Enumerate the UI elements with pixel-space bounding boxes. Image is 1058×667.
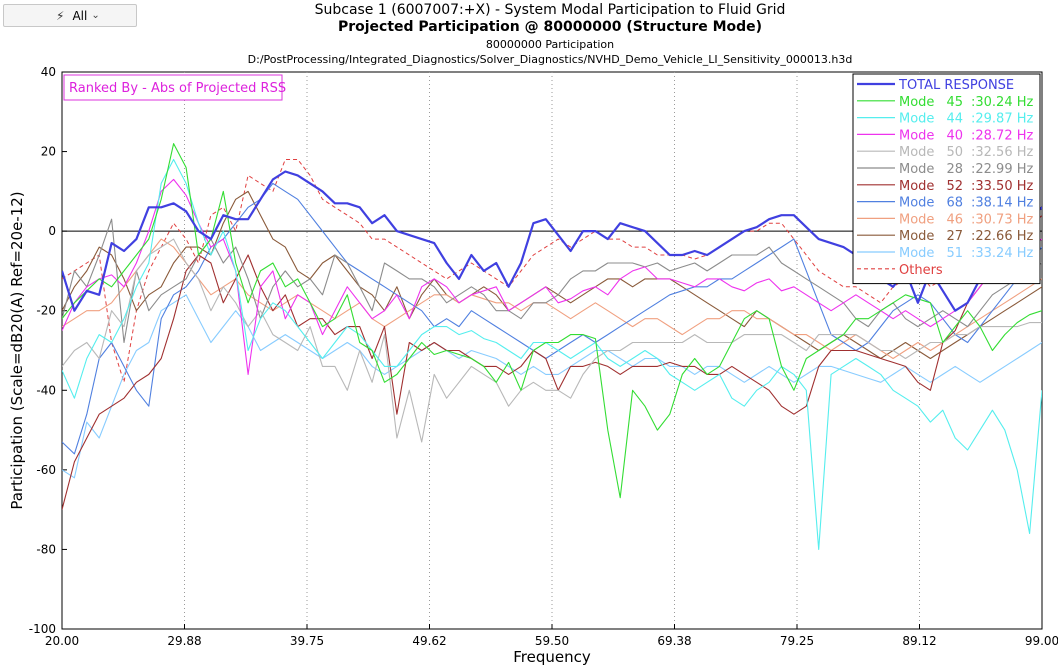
series-line-mode-40 [62,178,1042,375]
x-tick-label: 39.75 [290,634,324,648]
legend-mode-number: 40 [946,128,963,143]
legend-frequency: :33.24 Hz [971,246,1034,261]
legend-frequency: :32.56 Hz [971,145,1034,160]
legend-frequency: :30.73 Hz [971,212,1034,227]
series-line-mode-44 [62,158,1042,550]
legend-frequency: :22.99 Hz [971,162,1034,177]
series-line-others [62,159,1042,383]
legend-frequency: :22.66 Hz [971,229,1034,244]
filter-dropdown[interactable]: ⚡ All ⌄ [3,4,137,27]
series-group [62,143,1042,550]
legend-mode-number: 46 [946,212,963,227]
legend-mode-label: Mode [899,145,934,160]
chart-subtitle-participation: 80000000 Participation [485,38,615,51]
legend-frequency: :28.72 Hz [971,128,1034,143]
legend-mode-label: Mode [899,95,934,110]
chart-subtitle: Projected Participation @ 80000000 (Stru… [337,19,763,35]
chevron-down-icon: ⌄ [91,10,100,21]
y-tick-label: -40 [36,383,56,397]
legend-mode-number: 28 [946,162,963,177]
legend-mode-label: Mode [899,229,934,244]
legend-mode-number: 68 [946,196,963,211]
legend-mode-number: 27 [946,229,963,244]
x-tick-label: 89.12 [902,634,936,648]
chart-file-path: D:/PostProcessing/Integrated_Diagnostics… [247,53,853,66]
y-tick-label: -60 [36,463,56,477]
series-line-mode-28 [62,218,1042,344]
legend-mode-label: Mode [899,179,934,194]
legend-series-label: TOTAL RESPONSE [898,78,1014,93]
x-tick-label: 49.62 [412,634,446,648]
legend-mode-label: Mode [899,196,934,211]
legend-mode-label: Mode [899,246,934,261]
y-tick-label: -80 [36,542,56,556]
x-tick-label: 20.00 [45,634,79,648]
ranked-by-label: Ranked By - Abs of Projected RSS [69,81,286,96]
lightning-icon: ⚡ [56,8,65,23]
legend-mode-number: 52 [946,179,963,194]
ranked-by-box [63,74,283,101]
legend-box [852,73,1041,285]
series-line-mode-52 [62,238,1042,510]
legend-mode-number: 44 [946,112,963,127]
chart-title: Subcase 1 (6007007:+X) - System Modal Pa… [314,2,786,18]
y-tick-label: -100 [29,622,56,636]
x-tick-label: 59.50 [535,634,569,648]
legend-mode-number: 50 [946,145,963,160]
x-tick-label: 29.88 [167,634,201,648]
y-tick-label: 0 [48,224,56,238]
y-tick-label: 20 [41,145,56,159]
legend-mode-label: Mode [899,128,934,143]
x-tick-label: 79.25 [780,634,814,648]
y-axis-label: Participation (Scale=dB20(A) Ref=20e-12) [8,191,26,509]
filter-label: All [72,8,88,23]
legend-frequency: :33.50 Hz [971,179,1034,194]
legend-mode-number: 51 [946,246,963,261]
x-tick-label: 99.00 [1025,634,1058,648]
legend-mode-label: Mode [899,162,934,177]
legend-mode-number: 45 [946,95,963,110]
legend-series-label: Others [899,263,943,278]
legend-frequency: :38.14 Hz [971,196,1034,211]
y-tick-label: -20 [36,304,56,318]
series-line-mode-45 [62,143,1042,499]
series-line-mode-27 [62,190,1042,360]
x-tick-label: 69.38 [657,634,691,648]
legend-mode-label: Mode [899,212,934,227]
x-axis-label: Frequency [513,648,591,666]
legend-mode-label: Mode [899,112,934,127]
y-tick-label: 40 [41,65,56,79]
legend-frequency: :30.24 Hz [971,95,1034,110]
legend-frequency: :29.87 Hz [971,112,1034,127]
series-line-mode-50 [62,238,1042,443]
